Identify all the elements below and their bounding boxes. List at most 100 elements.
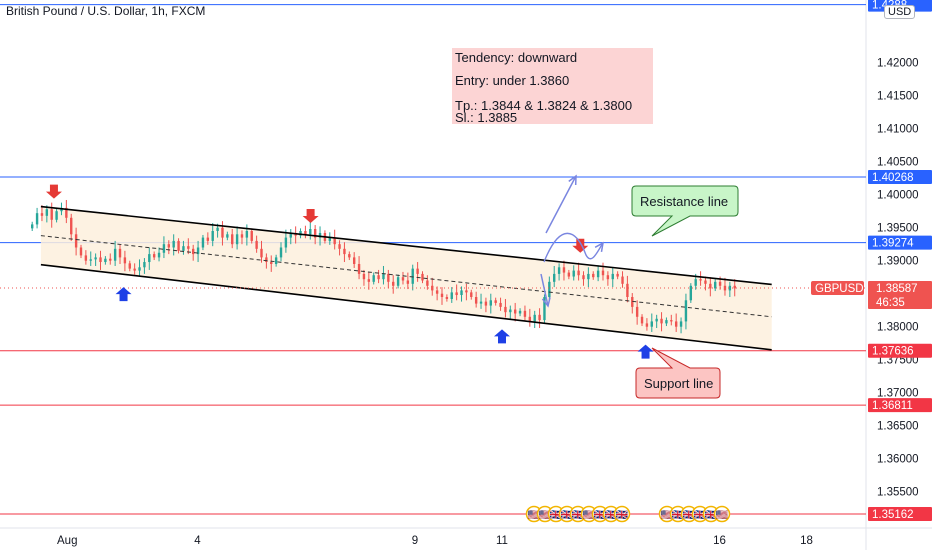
candle-body (689, 285, 693, 301)
projection-up-arrowhead-icon (568, 174, 577, 186)
candle-body (79, 247, 83, 256)
candle-body (318, 232, 322, 238)
projection-wave-arrowhead-icon (594, 241, 605, 252)
candle-body (270, 262, 273, 264)
candle-body (177, 240, 180, 251)
candle-body (221, 227, 224, 238)
projection-wave-line (543, 232, 604, 263)
candle-body (548, 281, 551, 297)
price-axis-tick: 1.39500 (877, 223, 919, 235)
candle-body (191, 248, 195, 255)
candle-body (450, 292, 453, 299)
candle-body (143, 262, 146, 268)
current-price-text: 1.38587 (876, 283, 918, 295)
candle-body (357, 264, 361, 274)
candle-body (489, 300, 492, 306)
price-axis-label-text: 1.40268 (872, 172, 914, 184)
candle-body (635, 306, 639, 317)
candle-body (328, 237, 331, 241)
candle-body (352, 257, 356, 264)
price-axis-label-text: 1.36811 (872, 400, 913, 412)
channel-middle-line (40, 235, 772, 318)
candle-body (84, 255, 88, 261)
candle-body (284, 237, 288, 248)
candle-body (392, 281, 395, 286)
candle-body (645, 323, 649, 327)
current-price-label (868, 280, 932, 309)
candle-body (606, 275, 610, 280)
currency-selector[interactable]: USD (884, 5, 916, 19)
projection-down-arrowhead-icon (541, 297, 551, 308)
candle-body (460, 290, 463, 296)
time-axis-tick: 9 (412, 535, 418, 547)
candle-body (206, 237, 210, 241)
candle-body (553, 273, 556, 282)
candle-body (435, 290, 439, 294)
candle-body (592, 273, 595, 278)
candle-body (396, 277, 400, 286)
time-axis-tick: 4 (194, 535, 201, 547)
candle-body (157, 252, 161, 258)
candle-body (40, 213, 44, 216)
candle-body (372, 275, 375, 282)
candle-body (479, 301, 483, 304)
candle-body (138, 267, 141, 271)
candle-body (582, 275, 585, 280)
candle-body (367, 279, 371, 282)
candle-body (616, 273, 619, 277)
candle-body (304, 231, 307, 235)
chart-title: British Pound / U.S. Dollar, 1h, FXCM (6, 4, 206, 18)
candle-body (187, 246, 190, 249)
price-axis-label-blue (868, 235, 932, 250)
signal-arrow-up-icon (637, 344, 654, 359)
candle-body (274, 257, 278, 264)
candle-body (211, 231, 214, 241)
candle-body (260, 248, 263, 258)
candle-body (518, 310, 522, 314)
price-axis-tick: 1.36500 (877, 421, 919, 433)
price-axis-label-red (868, 398, 932, 413)
candle-body (309, 229, 312, 235)
candle-body (499, 302, 502, 307)
candle-body (440, 293, 444, 297)
candle-body (528, 316, 532, 322)
candle-body (640, 316, 644, 324)
candle-body (31, 224, 34, 229)
group2-event-icon (713, 505, 731, 523)
candle-body (455, 292, 458, 296)
candle-body (255, 240, 258, 249)
candle-body (601, 270, 605, 276)
candle-body (348, 254, 351, 258)
candle-body (411, 268, 414, 284)
signal-arrow-up-icon (494, 329, 510, 344)
candle-body (704, 280, 707, 284)
candle-body (621, 276, 624, 284)
candle-body (718, 281, 722, 286)
candle-body (465, 290, 468, 293)
candle-body (587, 273, 590, 280)
resistance-callout-label: Resistance line (640, 194, 729, 209)
candle-body (557, 267, 561, 274)
candle-body (387, 273, 390, 282)
candle-body (543, 297, 546, 321)
channel-fill (40, 206, 772, 350)
candle-body (162, 244, 166, 253)
candle-body (709, 283, 712, 289)
candle-body (650, 321, 653, 327)
trade-note: Tendency: downward Entry: under 1.3860 T… (452, 48, 653, 125)
candle-body (674, 321, 678, 327)
note-tendency: Tendency: downward (455, 50, 578, 65)
candle-body (567, 272, 571, 277)
candle-body (235, 234, 239, 245)
candle-body (313, 229, 317, 238)
candle-body (572, 270, 575, 277)
candle-body (577, 270, 580, 276)
candle-body (631, 297, 634, 307)
candle-body (45, 209, 49, 216)
price-axis-label-text: 1.35162 (872, 509, 914, 521)
candle-body (240, 234, 244, 238)
projection-up-line (545, 175, 577, 234)
candle-body (670, 320, 673, 322)
candle-body (250, 231, 253, 241)
symbol-label-text: GBPUSD (815, 283, 864, 295)
